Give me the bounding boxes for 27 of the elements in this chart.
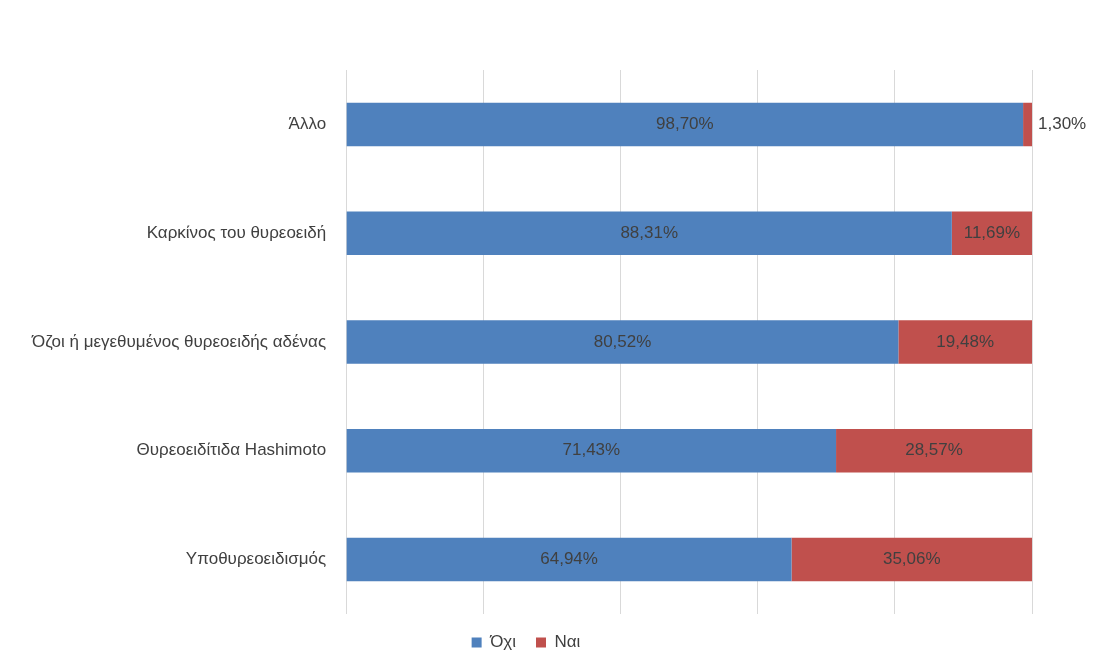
legend-label: Όχι bbox=[489, 632, 517, 652]
legend-label: Ναι bbox=[554, 632, 581, 652]
bar bbox=[346, 537, 792, 582]
data-label: 1,30% bbox=[1038, 114, 1087, 134]
data-label: 19,48% bbox=[936, 331, 995, 351]
bar bbox=[346, 429, 837, 473]
data-label: 28,57% bbox=[905, 440, 963, 460]
data-label: 35,06% bbox=[882, 549, 941, 569]
y-tick-label: Υποθυρεοειδισμός bbox=[185, 549, 327, 569]
bar bbox=[951, 211, 1032, 255]
bar bbox=[836, 429, 1032, 473]
bar bbox=[1023, 102, 1032, 147]
data-label: 98,70% bbox=[656, 114, 714, 134]
data-label: 71,43% bbox=[562, 440, 621, 460]
data-label: 11,69% bbox=[963, 222, 1021, 242]
y-tick-label: Όζοι ή μεγεθυμένος θυρεοειδής αδένας bbox=[31, 331, 327, 351]
y-tick-label: Άλλο bbox=[288, 114, 327, 134]
data-label: 64,94% bbox=[540, 549, 598, 569]
data-label: 88,31% bbox=[620, 222, 679, 242]
y-tick-label: Καρκίνος του θυρεοειδή bbox=[146, 222, 327, 242]
bar bbox=[898, 320, 1032, 364]
bar bbox=[346, 102, 1024, 147]
bar bbox=[791, 537, 1032, 582]
bar bbox=[346, 320, 899, 364]
bar bbox=[346, 211, 952, 255]
data-label: 80,52% bbox=[593, 331, 652, 351]
y-tick-label: Θυρεοειδίτιδα Hashimoto bbox=[136, 440, 327, 460]
